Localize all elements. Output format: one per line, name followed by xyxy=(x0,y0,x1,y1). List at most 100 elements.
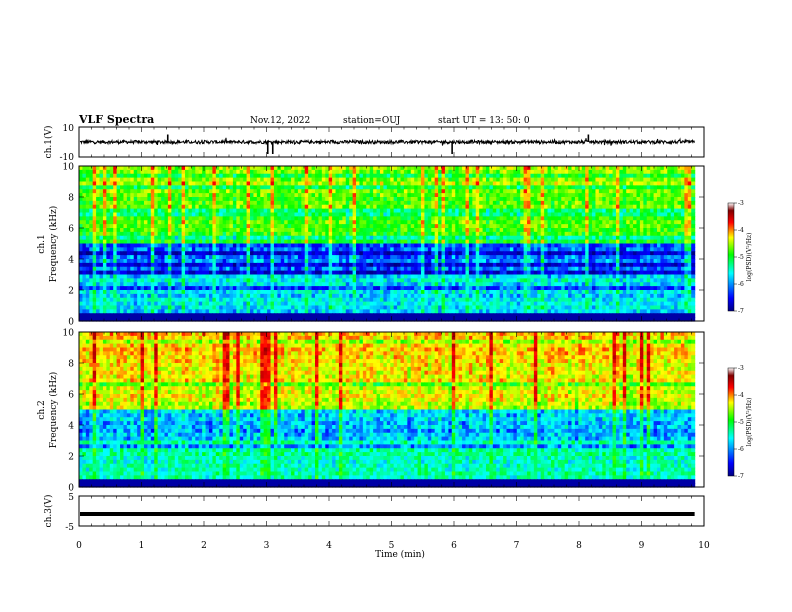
spectrogram-cell xyxy=(595,247,600,252)
spectrogram-cell xyxy=(362,224,367,229)
spectrogram-cell xyxy=(181,208,186,214)
spectrogram-cell xyxy=(397,208,402,214)
spectrogram-cell xyxy=(564,200,569,206)
spectrogram-cell xyxy=(533,224,538,229)
spectrogram-cell xyxy=(499,204,504,210)
spectrogram-cell xyxy=(513,208,518,214)
spectrogram-cell xyxy=(123,224,128,229)
spectrogram-cell xyxy=(595,235,600,241)
spectrogram-cell xyxy=(537,231,542,237)
spectrogram-cell xyxy=(212,185,217,190)
spectrogram-cell xyxy=(185,251,190,256)
spectrogram-cell xyxy=(458,197,463,202)
spectrogram-cell xyxy=(143,181,148,186)
spectrogram-cell xyxy=(294,247,299,252)
spectrogram-cell xyxy=(335,212,340,217)
spectrogram-cell xyxy=(561,189,566,194)
spectrogram-cell xyxy=(431,266,436,272)
spectrogram-cell xyxy=(571,177,576,183)
spectrogram-cell xyxy=(236,235,241,241)
spectrogram-cell xyxy=(178,204,183,210)
spectrogram-cell xyxy=(448,251,453,256)
spectrogram-cell xyxy=(414,166,419,171)
spectrogram-cell xyxy=(150,262,155,268)
spectrogram-cell xyxy=(195,177,200,183)
spectrogram-cell xyxy=(102,193,107,198)
spectrogram-cell xyxy=(687,231,692,237)
spectrogram-cell xyxy=(185,259,190,264)
spectrogram-cell xyxy=(239,173,244,179)
spectrogram-cell xyxy=(335,216,340,221)
spectrogram-cell xyxy=(171,235,176,241)
spectrogram-cell xyxy=(219,200,224,206)
spectrogram-cell xyxy=(643,255,648,260)
spectrogram-cell xyxy=(191,224,196,229)
spectrogram-cell xyxy=(198,243,203,248)
spectrogram-cell xyxy=(373,169,378,175)
spectrogram-cell xyxy=(338,243,343,248)
spectrogram-cell xyxy=(297,239,302,245)
spectrogram-cell xyxy=(605,235,610,241)
spectrogram-cell xyxy=(544,231,549,237)
spectrogram-cell xyxy=(260,169,265,175)
spectrogram-cell xyxy=(568,185,573,190)
spectrogram-cell xyxy=(157,239,162,245)
spectrogram-cell xyxy=(161,251,166,256)
spectrogram-cell xyxy=(458,185,463,190)
spectrogram-cell xyxy=(246,251,251,256)
spectrogram-cell xyxy=(102,173,107,179)
spectrogram-cell xyxy=(120,212,125,217)
spectrogram-cell xyxy=(273,197,278,202)
spectrogram-cell xyxy=(588,247,593,252)
spectrogram-cell xyxy=(137,231,142,237)
spectrogram-cell xyxy=(287,259,292,264)
spectrogram-cell xyxy=(294,255,299,260)
spectrogram-cell xyxy=(161,247,166,252)
spectrogram-cell xyxy=(301,200,306,206)
spectrogram-cell xyxy=(550,173,555,179)
spectrogram-cell xyxy=(277,177,282,183)
spectrogram-cell xyxy=(424,193,429,198)
spectrogram-cell xyxy=(226,166,231,171)
spectrogram-cell xyxy=(113,169,118,175)
spectrogram-cell xyxy=(503,220,508,225)
spectrogram-cell xyxy=(479,177,484,183)
spectrogram-cell xyxy=(287,266,292,272)
spectrogram-cell xyxy=(308,177,313,183)
spectrogram-cell xyxy=(280,247,285,252)
spectrogram-cell xyxy=(109,231,114,237)
spectrogram-cell xyxy=(544,262,549,268)
spectrogram-cell xyxy=(417,228,422,233)
spectrogram-cell xyxy=(619,235,624,241)
spectrogram-cell xyxy=(96,200,101,206)
spectrogram-cell xyxy=(462,185,467,190)
spectrogram-cell xyxy=(140,259,145,264)
spectrogram-cell xyxy=(424,255,429,260)
spectrogram-cell xyxy=(349,266,354,272)
spectrogram-cell xyxy=(564,247,569,252)
spectrogram-cell xyxy=(660,228,665,233)
spectrogram-cell xyxy=(568,204,573,210)
spectrogram-cell xyxy=(434,220,439,225)
spectrogram-cell xyxy=(646,228,651,233)
spectrogram-cell xyxy=(178,235,183,241)
spectrogram-cell xyxy=(540,200,545,206)
spectrogram-cell xyxy=(92,235,97,241)
spectrogram-cell xyxy=(444,181,449,186)
spectrogram-cell xyxy=(636,247,641,252)
spectrogram-cell xyxy=(188,216,193,221)
spectrogram-cell xyxy=(636,189,641,194)
spectrogram-cell xyxy=(167,235,172,241)
spectrogram-cell xyxy=(615,259,620,264)
spectrogram-cell xyxy=(424,173,429,179)
spectrogram-cell xyxy=(359,266,364,272)
spectrogram-cell xyxy=(602,266,607,272)
spectrogram-cell xyxy=(663,259,668,264)
spectrogram-cell xyxy=(571,262,576,268)
spectrogram-cell xyxy=(691,166,696,171)
spectrogram-cell xyxy=(311,208,316,214)
spectrogram-cell xyxy=(421,200,426,206)
spectrogram-cell xyxy=(140,255,145,260)
spectrogram-cell xyxy=(615,262,620,268)
spectrogram-cell xyxy=(438,259,443,264)
